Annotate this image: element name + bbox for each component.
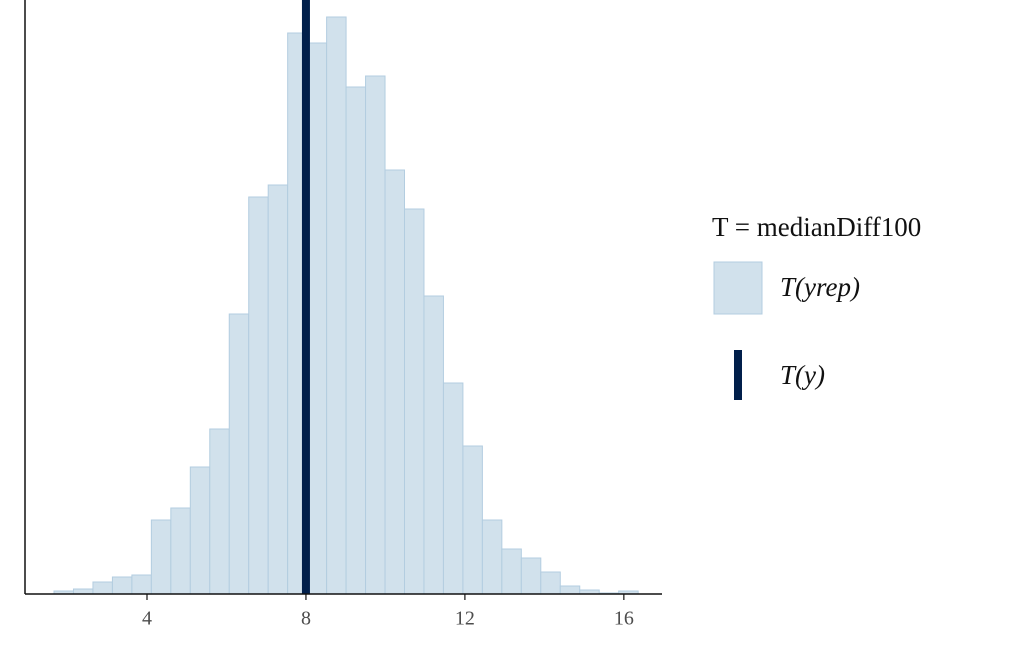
bar	[209, 428, 230, 595]
bar	[111, 576, 133, 595]
legend-swatch	[713, 261, 763, 315]
x-tick-label: 8	[301, 608, 311, 630]
bar	[559, 585, 581, 595]
legend-label: T(y)	[780, 360, 825, 390]
bar	[540, 571, 561, 595]
bar	[228, 313, 250, 595]
bar	[248, 196, 269, 595]
bar	[462, 445, 483, 595]
bar	[365, 75, 386, 595]
bar	[442, 382, 464, 595]
x-tick-label: 16	[614, 608, 634, 630]
bar	[403, 208, 425, 595]
bar	[384, 169, 405, 595]
bar	[150, 519, 172, 595]
bar	[170, 507, 191, 595]
bar	[345, 86, 367, 595]
bar	[131, 574, 152, 595]
bar	[267, 184, 289, 595]
legend-label: T(yrep)	[780, 272, 860, 302]
bar	[423, 295, 444, 595]
bar	[189, 466, 211, 595]
bar	[306, 42, 328, 595]
bar	[481, 519, 503, 595]
bar	[326, 16, 347, 595]
x-tick-label: 12	[455, 608, 475, 630]
bar	[92, 581, 113, 595]
bar	[501, 548, 522, 595]
bar	[520, 557, 542, 595]
x-tick-label: 4	[142, 608, 152, 630]
legend-title: T = medianDiff100	[712, 212, 921, 242]
